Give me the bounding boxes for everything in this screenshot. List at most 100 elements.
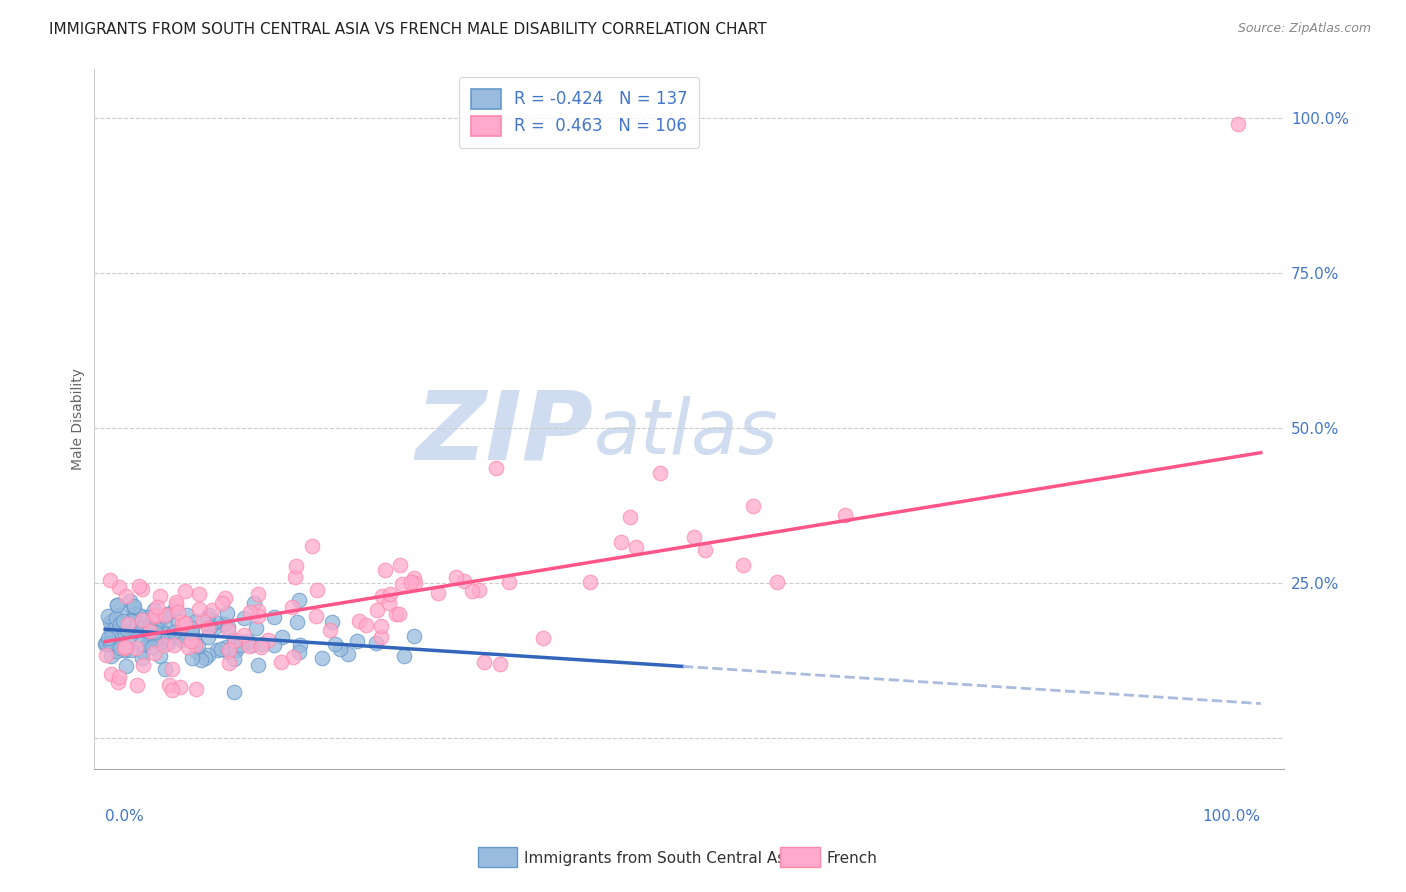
- Point: [184, 615, 207, 629]
- Point: [165, 598, 187, 612]
- Point: [186, 681, 208, 696]
- Point: [150, 622, 173, 636]
- Point: [169, 630, 191, 644]
- Point: [138, 632, 160, 647]
- Point: [201, 603, 224, 617]
- Point: [132, 610, 155, 624]
- Point: [311, 650, 333, 665]
- Point: [114, 640, 136, 654]
- Point: [834, 508, 856, 523]
- Point: [170, 632, 193, 647]
- Point: [404, 575, 426, 590]
- Point: [1226, 117, 1249, 131]
- Point: [285, 615, 308, 629]
- Point: [225, 634, 247, 648]
- Point: [650, 467, 672, 481]
- Point: [579, 575, 602, 590]
- Point: [143, 609, 166, 624]
- Point: [128, 579, 150, 593]
- Point: [257, 632, 280, 647]
- Point: [98, 636, 121, 650]
- Point: [305, 609, 328, 624]
- Point: [194, 651, 217, 665]
- Point: [389, 558, 412, 572]
- Point: [240, 638, 263, 652]
- Point: [217, 620, 239, 634]
- Point: [120, 642, 142, 657]
- Point: [115, 634, 138, 648]
- Point: [131, 582, 153, 596]
- Point: [217, 623, 239, 637]
- Point: [143, 619, 166, 633]
- Point: [96, 637, 118, 651]
- Point: [105, 598, 128, 612]
- Point: [197, 630, 219, 644]
- Point: [177, 640, 200, 655]
- Point: [284, 558, 307, 573]
- Point: [112, 643, 135, 657]
- Point: [207, 643, 229, 657]
- Point: [288, 639, 311, 653]
- Point: [115, 643, 138, 657]
- Point: [180, 625, 202, 640]
- Point: [166, 615, 188, 629]
- Point: [765, 574, 787, 589]
- Point: [155, 662, 177, 676]
- Text: IMMIGRANTS FROM SOUTH CENTRAL ASIA VS FRENCH MALE DISABILITY CORRELATION CHART: IMMIGRANTS FROM SOUTH CENTRAL ASIA VS FR…: [49, 22, 766, 37]
- Point: [100, 625, 122, 640]
- Point: [142, 602, 165, 616]
- Point: [731, 558, 754, 572]
- Point: [139, 620, 162, 634]
- Point: [97, 632, 120, 646]
- Point: [122, 599, 145, 614]
- Point: [319, 623, 342, 637]
- Point: [120, 613, 142, 627]
- Point: [229, 638, 252, 652]
- Point: [402, 629, 425, 643]
- Point: [384, 607, 406, 621]
- Point: [197, 648, 219, 662]
- Point: [263, 638, 285, 652]
- Point: [402, 571, 425, 585]
- Point: [233, 610, 256, 624]
- Point: [281, 649, 304, 664]
- Point: [114, 622, 136, 636]
- Point: [190, 653, 212, 667]
- Point: [183, 638, 205, 652]
- Point: [153, 615, 176, 630]
- Point: [94, 648, 117, 662]
- Point: [533, 631, 555, 645]
- Point: [124, 607, 146, 621]
- Point: [200, 620, 222, 634]
- Point: [468, 582, 491, 597]
- Point: [215, 606, 238, 620]
- Point: [224, 633, 246, 648]
- Point: [232, 628, 254, 642]
- Y-axis label: Male Disability: Male Disability: [72, 368, 86, 469]
- Point: [187, 587, 209, 601]
- Point: [218, 657, 240, 671]
- Point: [453, 574, 475, 588]
- Point: [329, 641, 352, 656]
- Point: [170, 618, 193, 632]
- Point: [138, 634, 160, 648]
- Point: [142, 624, 165, 638]
- Text: atlas: atlas: [593, 395, 778, 469]
- Point: [212, 617, 235, 632]
- Point: [145, 607, 167, 622]
- Point: [204, 621, 226, 635]
- Point: [146, 600, 169, 615]
- Point: [125, 620, 148, 634]
- Point: [125, 678, 148, 692]
- Point: [105, 598, 128, 612]
- Point: [107, 675, 129, 690]
- Point: [288, 645, 311, 659]
- Point: [107, 580, 129, 594]
- Point: [250, 640, 273, 654]
- Point: [181, 651, 204, 665]
- Point: [105, 644, 128, 658]
- Point: [142, 646, 165, 660]
- Point: [399, 574, 422, 589]
- Point: [218, 643, 240, 657]
- Point: [373, 563, 395, 577]
